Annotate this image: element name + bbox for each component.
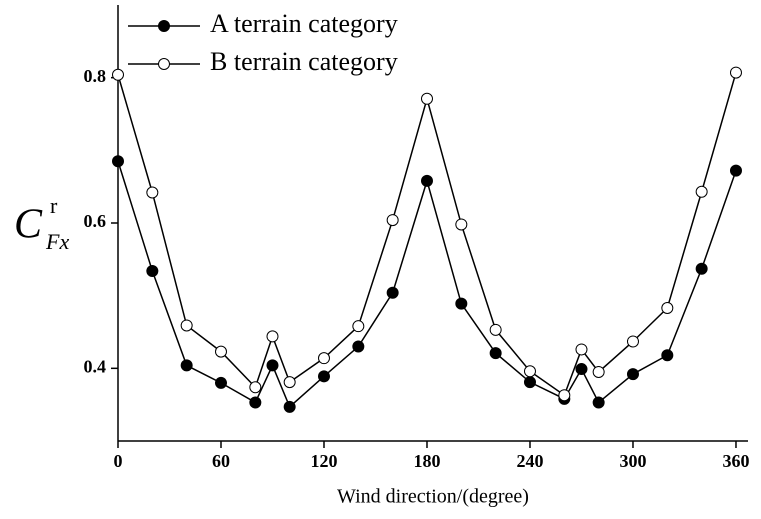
- x-tick-label: 0: [114, 451, 123, 471]
- data-point: [626, 335, 639, 348]
- x-tick-label: 360: [722, 451, 749, 471]
- legend-marker: [158, 20, 170, 32]
- y-tick-label: 0.8: [84, 66, 107, 86]
- y-tick-label: 0.4: [84, 356, 107, 376]
- data-point: [420, 174, 433, 187]
- data-point: [575, 363, 588, 376]
- data-point: [352, 340, 365, 353]
- x-tick-label: 240: [516, 451, 543, 471]
- data-point: [455, 297, 468, 310]
- data-point: [146, 264, 159, 277]
- y-label-sub: Fx: [45, 229, 69, 254]
- data-point: [695, 262, 708, 275]
- data-point: [214, 345, 227, 358]
- data-point: [214, 376, 227, 389]
- data-point: [386, 286, 399, 299]
- data-point: [592, 365, 605, 378]
- data-point: [661, 349, 674, 362]
- y-tick-label: 0.6: [84, 211, 107, 231]
- y-label-sup: r: [50, 193, 58, 218]
- series-line: [117, 161, 737, 409]
- data-point: [180, 319, 193, 332]
- legend-label: B terrain category: [210, 47, 398, 76]
- data-point: [317, 370, 330, 383]
- data-point: [112, 68, 124, 81]
- data-point: [420, 92, 433, 105]
- data-point: [489, 323, 502, 336]
- data-point: [523, 365, 536, 378]
- data-point: [283, 400, 296, 413]
- data-point: [729, 66, 742, 79]
- legend-marker: [158, 58, 170, 70]
- data-point: [558, 389, 571, 402]
- data-point: [661, 302, 674, 315]
- data-point: [112, 155, 124, 168]
- data-point: [592, 396, 605, 409]
- data-point: [249, 396, 262, 409]
- legend-label: A terrain category: [210, 9, 398, 38]
- data-point: [626, 368, 639, 381]
- data-point: [729, 164, 742, 177]
- data-point: [249, 381, 262, 394]
- x-tick-label: 180: [413, 451, 440, 471]
- series-line: [117, 72, 737, 397]
- data-point: [283, 376, 296, 389]
- data-point: [489, 347, 502, 360]
- y-axis-label: C Fx r: [14, 193, 69, 254]
- x-tick-label: 120: [310, 451, 337, 471]
- x-axis-label: Wind direction/(degree): [337, 486, 529, 508]
- data-point: [146, 186, 159, 199]
- data-point: [266, 359, 279, 372]
- data-point: [266, 330, 279, 343]
- x-tick-label: 60: [212, 451, 230, 471]
- y-label-main: C: [14, 202, 43, 248]
- data-point: [695, 185, 708, 198]
- data-point: [317, 352, 330, 365]
- data-point: [575, 343, 588, 356]
- data-point: [352, 320, 365, 333]
- data-point: [523, 376, 536, 389]
- data-point: [455, 218, 468, 231]
- x-tick-label: 300: [619, 451, 646, 471]
- data-point: [180, 359, 193, 372]
- data-point: [386, 214, 399, 227]
